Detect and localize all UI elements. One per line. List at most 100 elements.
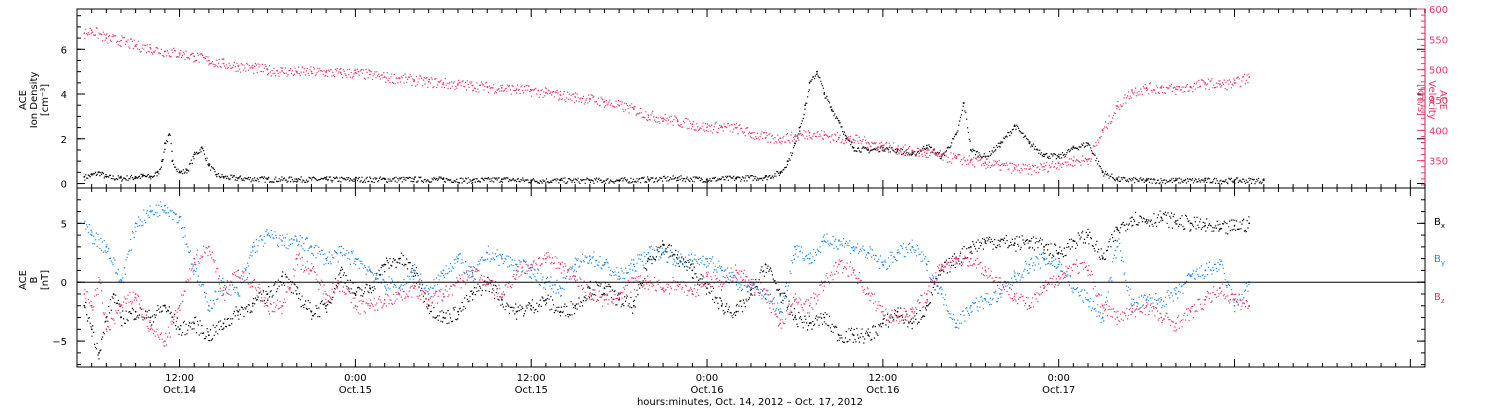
data-point bbox=[90, 29, 93, 32]
data-point bbox=[764, 293, 767, 295]
data-point bbox=[427, 299, 430, 301]
data-point bbox=[691, 293, 694, 295]
data-point bbox=[237, 310, 240, 313]
data-point bbox=[442, 293, 445, 295]
data-point bbox=[164, 142, 166, 145]
data-point bbox=[999, 164, 1001, 167]
data-point bbox=[369, 73, 371, 76]
data-point bbox=[706, 287, 708, 289]
data-point bbox=[1175, 88, 1177, 90]
data-point bbox=[1204, 82, 1207, 84]
velocity-ytick-label: 600 bbox=[1429, 5, 1448, 16]
data-point bbox=[618, 104, 620, 107]
data-point bbox=[1057, 263, 1060, 266]
bottom-ytick-label: 0 bbox=[61, 278, 67, 289]
x-tick-day-label: Oct.15 bbox=[339, 385, 372, 396]
data-point bbox=[354, 178, 357, 181]
data-point bbox=[969, 246, 972, 248]
data-point bbox=[940, 263, 943, 266]
data-point bbox=[398, 257, 401, 260]
data-point bbox=[149, 210, 152, 213]
data-point bbox=[471, 275, 474, 278]
data-point bbox=[383, 178, 386, 181]
data-point bbox=[1175, 179, 1177, 182]
data-point bbox=[1116, 316, 1119, 319]
data-point bbox=[823, 134, 826, 137]
data-point bbox=[237, 293, 240, 295]
data-point bbox=[823, 240, 826, 242]
data-point bbox=[120, 304, 122, 307]
data-point bbox=[618, 275, 620, 278]
data-point bbox=[369, 287, 371, 289]
data-point bbox=[325, 71, 327, 73]
data-point bbox=[83, 32, 86, 35]
data-point bbox=[808, 131, 811, 134]
data-point bbox=[120, 316, 122, 319]
data-point bbox=[603, 263, 606, 266]
data-point bbox=[574, 275, 577, 278]
data-point bbox=[750, 287, 752, 289]
data-point bbox=[339, 71, 342, 74]
data-point bbox=[208, 334, 210, 337]
data-point bbox=[574, 304, 577, 307]
data-point bbox=[1087, 142, 1089, 145]
data-point bbox=[1072, 159, 1075, 162]
data-point bbox=[852, 146, 855, 149]
data-point bbox=[530, 263, 533, 266]
bottom-ytick-label: 5 bbox=[61, 219, 67, 230]
data-point bbox=[105, 175, 108, 178]
data-point bbox=[1145, 304, 1148, 307]
data-point bbox=[969, 159, 972, 162]
data-point bbox=[911, 246, 914, 248]
data-point bbox=[310, 246, 313, 248]
data-point bbox=[1028, 263, 1031, 266]
data-point bbox=[325, 178, 327, 181]
data-point bbox=[1043, 153, 1045, 156]
top-left-ytick-label: 6 bbox=[61, 45, 67, 56]
data-point bbox=[471, 293, 474, 295]
bz-dots bbox=[84, 245, 1250, 347]
data-point bbox=[962, 102, 965, 104]
data-point bbox=[530, 304, 533, 307]
data-point bbox=[1028, 168, 1031, 171]
data-point bbox=[1131, 304, 1133, 307]
data-point bbox=[618, 179, 620, 182]
data-point bbox=[501, 87, 503, 89]
data-point bbox=[1219, 263, 1221, 266]
x-tick-time-label: 12:00 bbox=[517, 373, 546, 384]
data-point bbox=[779, 137, 782, 140]
data-point bbox=[120, 39, 122, 42]
data-point bbox=[823, 316, 826, 319]
x-axis-label: hours:minutes, Oct. 14, 2012 – Oct. 17, … bbox=[637, 397, 863, 408]
data-point bbox=[193, 257, 196, 260]
data-point bbox=[662, 243, 664, 246]
data-point bbox=[156, 171, 159, 174]
velocity-ytick-label: 450 bbox=[1429, 96, 1448, 107]
top-right-ylabel-line-1: ACE bbox=[1437, 90, 1448, 110]
data-point bbox=[955, 157, 957, 160]
bottom-panel-marks bbox=[83, 201, 1251, 360]
data-point bbox=[794, 316, 796, 319]
data-point bbox=[955, 257, 957, 260]
data-point bbox=[1028, 142, 1031, 145]
data-point bbox=[1101, 129, 1104, 132]
data-point bbox=[442, 316, 445, 319]
data-point bbox=[222, 322, 225, 325]
legend-by-sub: y bbox=[1441, 259, 1445, 267]
data-point bbox=[720, 125, 723, 128]
data-point bbox=[208, 304, 210, 307]
data-point bbox=[427, 80, 430, 83]
data-point bbox=[706, 275, 708, 278]
data-point bbox=[588, 255, 591, 258]
data-point bbox=[984, 162, 987, 165]
data-point bbox=[559, 179, 562, 182]
data-point bbox=[750, 293, 752, 295]
data-point bbox=[442, 82, 445, 84]
data-point bbox=[984, 299, 987, 301]
data-point bbox=[383, 299, 386, 301]
data-point bbox=[662, 117, 664, 120]
bottom-ylabel-line-1: ACE bbox=[18, 270, 29, 290]
data-point bbox=[515, 263, 518, 266]
top-left-ylabel-line-2: Ion Density bbox=[29, 72, 40, 129]
data-point bbox=[808, 322, 811, 325]
